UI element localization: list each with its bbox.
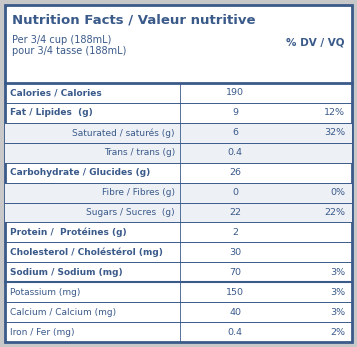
Text: Cholesterol / Choléstérol (mg): Cholesterol / Choléstérol (mg) (10, 248, 163, 257)
Text: 40: 40 (229, 307, 241, 316)
Text: 70: 70 (229, 268, 241, 277)
Text: 6: 6 (232, 128, 238, 137)
Bar (5, 203, 352, 222)
Text: Fat / Lipides  (g): Fat / Lipides (g) (10, 108, 93, 117)
Text: Protein /  Protéines (g): Protein / Protéines (g) (10, 228, 127, 237)
Text: 150: 150 (226, 288, 244, 297)
Text: Calories / Calories: Calories / Calories (10, 88, 102, 98)
Bar (5, 143, 352, 163)
Text: 22%: 22% (324, 208, 345, 217)
Text: 0.4: 0.4 (227, 148, 242, 157)
Text: 12%: 12% (324, 108, 345, 117)
Text: % DV / VQ: % DV / VQ (287, 37, 345, 47)
Text: 3%: 3% (330, 307, 345, 316)
Text: 2: 2 (232, 228, 238, 237)
Text: 0%: 0% (330, 188, 345, 197)
Bar (5, 183, 352, 203)
Text: 3%: 3% (330, 268, 345, 277)
Text: Per 3/4 cup (188mL): Per 3/4 cup (188mL) (12, 35, 111, 45)
Text: 22: 22 (229, 208, 241, 217)
Text: 26: 26 (229, 168, 241, 177)
Text: Calcium / Calcium (mg): Calcium / Calcium (mg) (10, 307, 116, 316)
Text: 2%: 2% (330, 328, 345, 337)
Text: 190: 190 (226, 88, 244, 98)
Text: Nutrition Facts / Valeur nutritive: Nutrition Facts / Valeur nutritive (12, 13, 256, 26)
Text: Trans / trans (g): Trans / trans (g) (104, 148, 175, 157)
Text: 32%: 32% (324, 128, 345, 137)
Text: 9: 9 (232, 108, 238, 117)
Text: 3%: 3% (330, 288, 345, 297)
Text: Saturated / saturés (g): Saturated / saturés (g) (72, 128, 175, 137)
Text: 0: 0 (232, 188, 238, 197)
Text: pour 3/4 tasse (188mL): pour 3/4 tasse (188mL) (12, 46, 126, 56)
Text: Sugars / Sucres  (g): Sugars / Sucres (g) (86, 208, 175, 217)
Bar (5, 123, 352, 143)
Text: Sodium / Sodium (mg): Sodium / Sodium (mg) (10, 268, 122, 277)
Text: Carbohydrate / Glucides (g): Carbohydrate / Glucides (g) (10, 168, 150, 177)
Text: Fibre / Fibres (g): Fibre / Fibres (g) (102, 188, 175, 197)
Text: 30: 30 (229, 248, 241, 257)
Text: Potassium (mg): Potassium (mg) (10, 288, 80, 297)
Text: 0.4: 0.4 (227, 328, 242, 337)
Text: Iron / Fer (mg): Iron / Fer (mg) (10, 328, 75, 337)
